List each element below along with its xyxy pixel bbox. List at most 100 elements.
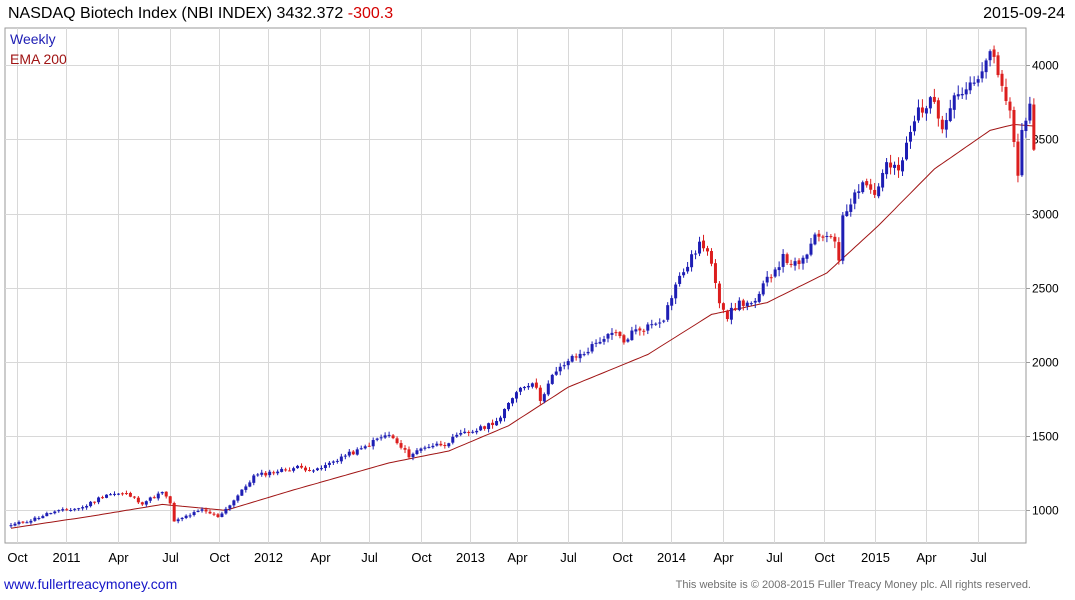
chart-date: 2015-09-24 [983, 5, 1065, 22]
candle-body [128, 492, 132, 497]
candle-body [248, 482, 252, 487]
candle-body [13, 523, 17, 526]
candle-body [658, 322, 662, 324]
candle-body [109, 494, 112, 496]
candle-body [395, 438, 399, 444]
candle-body [674, 284, 678, 299]
candle-body [144, 501, 148, 505]
candle-body [323, 465, 327, 469]
y-tick-label: 3000 [1032, 208, 1059, 222]
candle-body [733, 308, 737, 310]
candle-body [200, 509, 204, 511]
candle-body [1028, 103, 1032, 121]
candle-body [264, 472, 268, 476]
x-tick-label: Jul [766, 550, 783, 565]
candle-body [646, 324, 650, 331]
candle-body [546, 383, 550, 395]
candle-body [936, 100, 940, 119]
candle-body [769, 277, 773, 279]
candle-body [459, 432, 463, 435]
candle-body [833, 236, 837, 242]
candle-body [367, 445, 371, 447]
candle-body [873, 189, 877, 195]
candle-body [928, 97, 932, 109]
candle-body [339, 456, 343, 462]
candle-body [932, 96, 936, 102]
x-tick-label: 2015 [861, 550, 890, 565]
candle-body [801, 257, 805, 264]
candle-body [550, 374, 554, 384]
candle-body [319, 468, 323, 470]
candle-body [534, 382, 538, 388]
candle-body [188, 515, 192, 517]
candle-body [491, 422, 495, 426]
candle-body [315, 468, 319, 471]
candle-body [709, 251, 713, 264]
candle-body [694, 253, 698, 255]
candle-body [574, 356, 578, 358]
candle-body [503, 408, 507, 419]
candle-body [136, 497, 140, 503]
y-tick-label: 4000 [1032, 59, 1059, 73]
candle-body [594, 342, 598, 344]
candle-body [562, 365, 566, 367]
candle-body [837, 242, 841, 261]
candle-body [455, 434, 459, 437]
candle-body [813, 234, 817, 245]
x-tick-label: Jul [361, 550, 378, 565]
candle-body [17, 521, 21, 524]
candle-body [817, 233, 821, 237]
candle-body [331, 461, 335, 463]
candle-body [976, 79, 980, 83]
candle-body [773, 269, 777, 277]
candle-body [614, 332, 618, 334]
candle-body [1020, 129, 1024, 176]
candle-body [415, 450, 419, 455]
candle-body [805, 254, 809, 259]
candle-body [300, 465, 304, 468]
copyright-notice: This website is © 2008-2015 Fuller Treac… [675, 579, 1031, 591]
x-tick-label: Jul [162, 550, 179, 565]
candle-body [53, 511, 57, 514]
candle-body [901, 160, 905, 172]
candle-body [475, 430, 479, 433]
ema-line [10, 123, 1034, 529]
candle-body [881, 172, 885, 188]
candle-body [570, 355, 574, 362]
x-tick-label: 2011 [53, 550, 81, 565]
candle-body [526, 385, 530, 388]
y-tick-label: 2500 [1032, 282, 1059, 296]
site-link[interactable]: www.fullertreacymoney.com [4, 576, 178, 592]
legend-weekly: Weekly [10, 31, 56, 47]
candle-body [522, 386, 526, 389]
candle-body [379, 437, 383, 439]
candle-body [132, 496, 136, 498]
candle-body [654, 323, 658, 325]
candle-body [228, 505, 232, 509]
candle-body [741, 300, 745, 306]
candle-body [57, 510, 61, 512]
legend-ema: EMA 200 [10, 51, 67, 67]
candle-body [256, 474, 260, 476]
candle-body [296, 465, 300, 469]
candle-body [825, 236, 829, 238]
x-tick-label: Apr [507, 550, 528, 565]
candle-body [29, 520, 33, 523]
candle-body [391, 435, 395, 439]
candle-body [514, 392, 518, 399]
candle-body [49, 513, 53, 515]
candle-body [272, 472, 276, 474]
candle-body [347, 451, 351, 456]
x-tick-label: 2013 [456, 550, 485, 565]
candle-body [682, 272, 686, 276]
candle-body [745, 302, 749, 306]
candle-body [666, 305, 670, 320]
candle-body [363, 446, 367, 449]
candle-body [996, 55, 1000, 76]
candle-body [423, 447, 427, 449]
candle-body [399, 443, 403, 448]
candle-body [940, 119, 944, 130]
candle-body [618, 331, 622, 337]
candle-body [554, 371, 558, 375]
candle-body [204, 509, 208, 512]
